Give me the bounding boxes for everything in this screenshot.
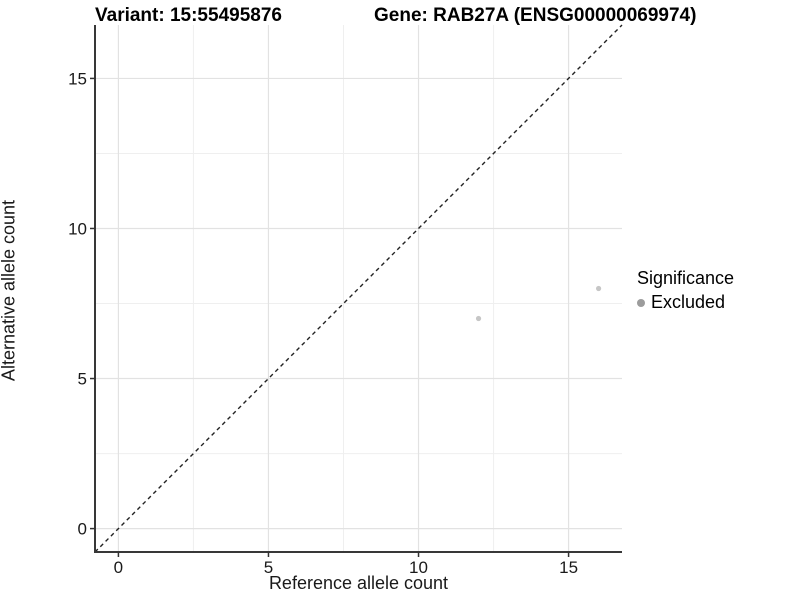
x-tick-label: 10 bbox=[409, 558, 428, 577]
x-axis-title: Reference allele count bbox=[268, 573, 449, 593]
legend-item-excluded: Excluded bbox=[637, 292, 734, 313]
y-tick-label: 5 bbox=[78, 370, 87, 389]
legend-item-label: Excluded bbox=[651, 292, 726, 312]
plot-title-variant: Variant: 15:55495876 bbox=[95, 5, 282, 26]
y-tick-label: 10 bbox=[68, 219, 87, 238]
legend-key-dot-icon bbox=[637, 298, 645, 307]
y-tick-label: 15 bbox=[68, 69, 87, 88]
legend: Significance Excluded bbox=[637, 268, 734, 313]
x-tick-label: 0 bbox=[114, 558, 123, 577]
y-tick-label: 0 bbox=[78, 520, 87, 539]
legend-title: Significance bbox=[637, 268, 735, 288]
data-point bbox=[475, 315, 482, 322]
plot-title-gene: Gene: RAB27A (ENSG00000069974) bbox=[374, 5, 697, 26]
data-point bbox=[595, 285, 602, 292]
identity-dashed-line bbox=[94, 24, 623, 553]
x-tick-label: 5 bbox=[264, 558, 273, 577]
y-axis-title: Alternative allele count bbox=[0, 199, 19, 382]
x-tick-label: 15 bbox=[559, 558, 578, 577]
